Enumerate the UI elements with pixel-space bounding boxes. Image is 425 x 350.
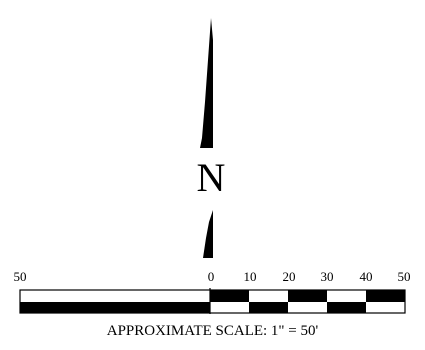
scale-segment-0-10-top	[210, 290, 249, 302]
scale-tick-label: 40	[359, 269, 373, 284]
scale-tick-label: 10	[243, 269, 257, 284]
scale-tick-label: 50	[397, 269, 411, 284]
scale-segment-left-bottom	[20, 302, 210, 313]
scale-tick-label: 30	[320, 269, 334, 284]
scale-tick-label: 20	[282, 269, 296, 284]
scale-tick-label: 0	[207, 269, 215, 284]
north-letter: N	[196, 155, 226, 200]
scale-segment-30-40-bottom	[327, 302, 366, 313]
scale-caption: APPROXIMATE SCALE: 1" = 50'	[106, 323, 319, 339]
scale-segment-20-30-top	[288, 290, 327, 302]
scale-tick-label: 50	[13, 269, 27, 284]
north-arrow-upper-half	[200, 18, 213, 148]
scale-segment-40-50-top	[366, 290, 405, 302]
north-arrow-lower-half	[203, 210, 213, 258]
scale-segment-10-20-bottom	[249, 302, 288, 313]
